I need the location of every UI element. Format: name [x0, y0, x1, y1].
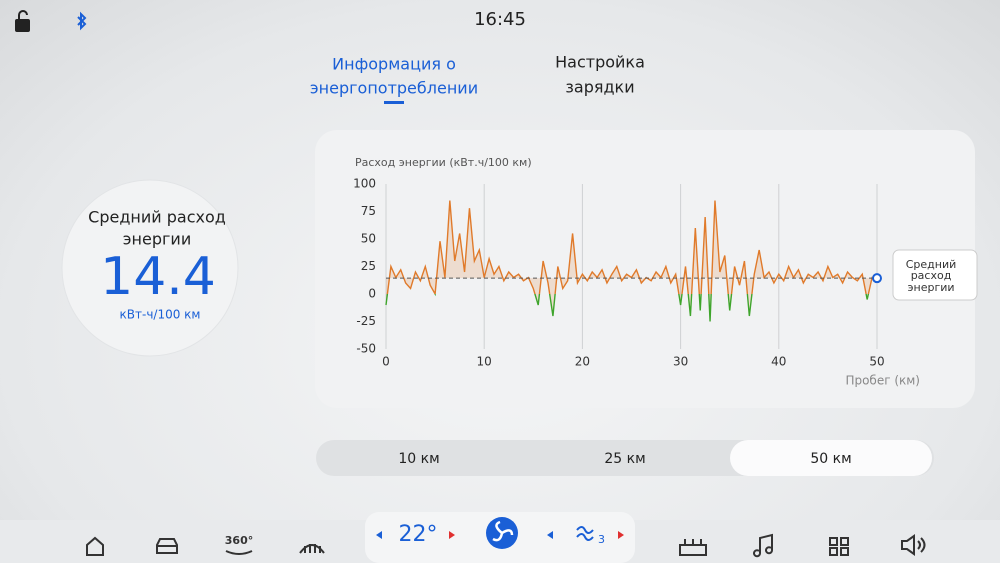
camera-360-label: 360° — [225, 534, 253, 547]
y-tick-label: 50 — [361, 232, 376, 246]
fan-speed-icon — [576, 526, 594, 541]
camera-360-arc — [225, 550, 253, 555]
x-tick-label: 20 — [575, 355, 590, 369]
average-label: Средний — [906, 258, 957, 271]
lock-icon — [15, 10, 30, 32]
range-button-selected — [730, 440, 932, 476]
summary-label: энергии — [123, 230, 191, 249]
average-label: энергии — [907, 281, 954, 294]
range-buttons: 10 км 25 км 50 км — [398, 440, 932, 476]
average-callout — [892, 249, 978, 301]
summary-value: 14.4 — [100, 247, 216, 307]
average-marker — [872, 273, 882, 284]
x-tick-label: 30 — [673, 355, 688, 369]
range-button-label: 10 км — [398, 451, 439, 467]
tab[interactable]: Информация о энергопотреблении — [310, 55, 478, 105]
line — [385, 200, 878, 322]
x-tick-label: 50 — [869, 355, 884, 369]
y-tick-label: 0 — [368, 287, 376, 301]
temp-up[interactable] — [449, 531, 455, 539]
range-button[interactable]: 25 км — [604, 451, 645, 467]
tab-label: зарядки — [565, 78, 634, 97]
x-tick-label: 10 — [477, 355, 492, 369]
x-tick-label: 40 — [771, 355, 786, 369]
chart-card — [315, 130, 975, 408]
clock: 16:45 — [474, 9, 526, 30]
tab[interactable]: Настройка зарядки — [555, 53, 645, 97]
temperature: 22° — [399, 522, 438, 547]
chart-title: Расход энергии (кВт.ч/100 км) — [355, 156, 532, 169]
x-tick-label: 0 — [382, 355, 390, 369]
fan-down[interactable] — [547, 531, 553, 539]
fan-up[interactable] — [618, 531, 624, 539]
tab-label: Настройка — [555, 53, 645, 72]
range-button[interactable]: 10 км — [398, 451, 439, 467]
plot: -50 -25 0 25 50 75 100 0 10 20 30 40 50 — [353, 177, 885, 369]
y-tick-label: -50 — [356, 342, 376, 356]
range-button-label: 50 км — [810, 451, 851, 467]
fan-level: 3 — [598, 533, 605, 546]
summary-unit: кВт-ч/100 км — [120, 308, 201, 322]
camera-360[interactable]: 360° — [225, 534, 253, 555]
x-axis-label: Пробег (км) — [845, 374, 920, 388]
summary-circle — [61, 179, 239, 357]
y-tick-label: 25 — [361, 259, 376, 273]
tab-label: энергопотреблении — [310, 79, 478, 98]
music-icon[interactable] — [753, 533, 773, 558]
average-label: расход — [911, 269, 952, 282]
apps-icon[interactable] — [829, 537, 849, 556]
y-tick-label: 75 — [361, 204, 376, 218]
home-icon[interactable] — [86, 536, 104, 556]
front-defrost-icon[interactable] — [299, 544, 325, 554]
temp-down[interactable] — [376, 531, 382, 539]
y-tick-label: 100 — [353, 177, 376, 191]
summary-label: Средний расход — [88, 208, 226, 227]
y-tick-label: -25 — [356, 314, 376, 328]
car-icon[interactable] — [156, 538, 178, 554]
range-button-label: 25 км — [604, 451, 645, 467]
rear-defrost-icon[interactable] — [679, 539, 707, 556]
bluetooth-icon — [77, 11, 87, 31]
tab-indicator — [384, 101, 404, 104]
fan-icon — [492, 520, 514, 542]
range-button[interactable]: 50 км — [730, 440, 932, 476]
tab-label: Информация о — [332, 55, 456, 74]
volume-icon[interactable] — [901, 534, 926, 556]
